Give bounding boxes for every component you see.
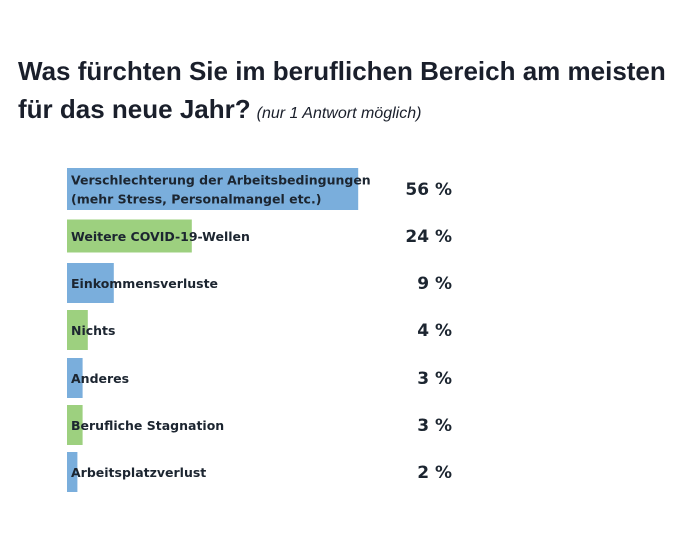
value-label-7: 2 % [417, 463, 452, 483]
value-label-6: 3 % [417, 416, 452, 436]
bar-3 [67, 263, 114, 303]
title-line-2-wrapper: für das neue Jahr? (nur 1 Antwort möglich… [18, 90, 668, 128]
category-label-1-line-2: (mehr Stress, Personalmangel etc.) [71, 192, 321, 207]
bar-4 [67, 310, 88, 350]
value-label-5: 3 % [417, 369, 452, 389]
value-label-3: 9 % [417, 274, 452, 294]
category-label-2: Weitere COVID-19-Wellen [71, 229, 250, 244]
category-label-4: Nichts [71, 323, 115, 338]
category-label-6: Berufliche Stagnation [71, 418, 224, 433]
category-label-7: Arbeitsplatzverlust [71, 465, 206, 480]
category-label-1-line-1: Verschlechterung der Arbeitsbedingungen [71, 173, 371, 188]
chart-subtitle: (nur 1 Antwort möglich) [256, 105, 422, 122]
category-label-3: Einkommensverluste [71, 276, 218, 291]
value-label-4: 4 % [417, 321, 452, 341]
value-label-1: 56 % [405, 180, 452, 200]
bar-7 [67, 452, 78, 492]
chart-title: Was fürchten Sie im beruflichen Bereich … [18, 52, 668, 128]
category-label-5: Anderes [71, 371, 129, 386]
bar-1 [67, 168, 359, 210]
value-label-2: 24 % [405, 227, 452, 247]
title-line-1: Was fürchten Sie im beruflichen Bereich … [18, 56, 666, 86]
bar-5 [67, 358, 83, 398]
bar-2 [67, 219, 192, 253]
title-line-2: für das neue Jahr? [18, 94, 251, 124]
bar-6 [67, 405, 83, 445]
